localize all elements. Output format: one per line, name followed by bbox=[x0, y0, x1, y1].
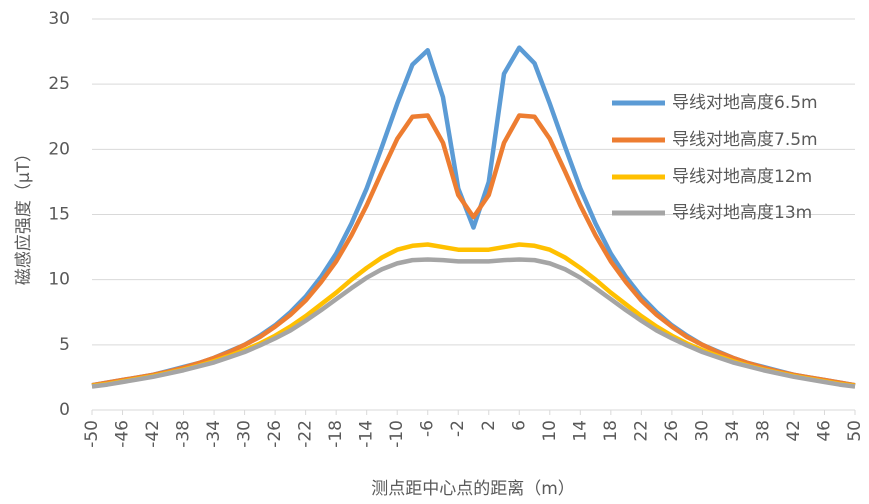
series-line bbox=[91, 257, 856, 389]
x-tick-label: -38 bbox=[174, 420, 194, 448]
y-tick-label: 15 bbox=[48, 205, 70, 225]
x-tick-label: 14 bbox=[570, 420, 590, 442]
x-tick-label: 22 bbox=[631, 420, 651, 442]
x-tick-label: 46 bbox=[814, 420, 834, 442]
x-axis-label: 测点距中心点的距离（m） bbox=[371, 479, 575, 499]
x-tick-label: -18 bbox=[326, 420, 346, 448]
x-tick-label: -30 bbox=[235, 420, 255, 448]
x-tick-label: -14 bbox=[357, 420, 377, 448]
x-tick-label: -42 bbox=[143, 420, 163, 448]
x-tick-label: 50 bbox=[845, 420, 865, 442]
x-tick-label: -26 bbox=[265, 420, 285, 448]
legend-label: 导线对地高度13m bbox=[672, 203, 812, 223]
y-tick-label: 0 bbox=[59, 400, 70, 420]
x-tick-label: 38 bbox=[753, 420, 773, 442]
x-tick-label: -22 bbox=[296, 420, 316, 448]
y-axis-label: 磁感应强度（μT） bbox=[14, 145, 34, 285]
y-tick-label: 20 bbox=[48, 139, 70, 159]
x-tick-label: 2 bbox=[479, 420, 499, 431]
y-tick-label: 30 bbox=[48, 9, 70, 29]
x-tick-label: 34 bbox=[723, 420, 743, 442]
x-tick-label: -2 bbox=[448, 420, 468, 437]
x-tick-label: 26 bbox=[662, 420, 682, 442]
x-tick-label: -50 bbox=[82, 420, 102, 448]
x-tick-label: 6 bbox=[509, 420, 529, 431]
x-tick-label: -10 bbox=[387, 420, 407, 448]
x-tick-label: -6 bbox=[418, 420, 438, 437]
legend-label: 导线对地高度12m bbox=[672, 167, 812, 187]
x-tick-label: 10 bbox=[540, 420, 560, 442]
x-tick-label: 30 bbox=[692, 420, 712, 442]
y-tick-label: 10 bbox=[48, 270, 70, 290]
series-line bbox=[91, 113, 856, 388]
x-tick-label: 42 bbox=[784, 420, 804, 442]
x-tick-label: -46 bbox=[113, 420, 133, 448]
x-tick-label: 18 bbox=[601, 420, 621, 442]
legend-label: 导线对地高度6.5m bbox=[672, 93, 818, 113]
y-tick-label: 5 bbox=[59, 335, 70, 355]
y-tick-label: 25 bbox=[48, 74, 70, 94]
x-tick-label: -34 bbox=[204, 420, 224, 448]
legend-label: 导线对地高度7.5m bbox=[672, 130, 818, 150]
